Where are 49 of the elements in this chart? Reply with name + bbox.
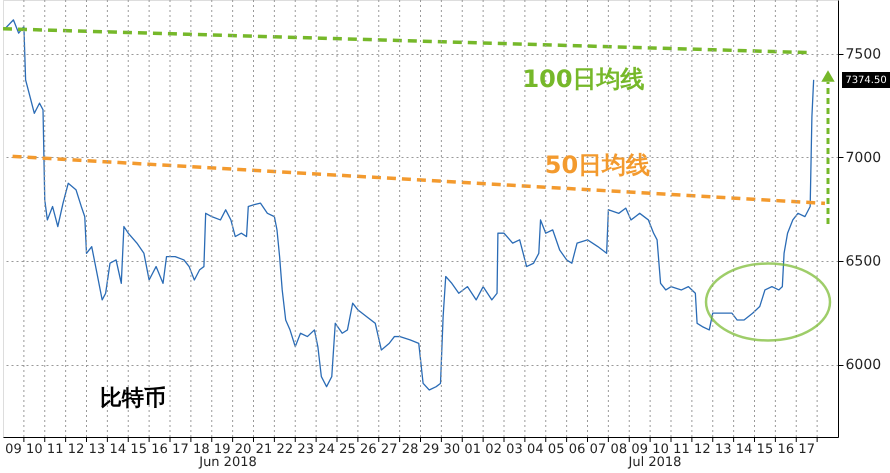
text: 7374.50 [845,75,887,86]
x-tick-label: 17 [798,442,815,457]
x-tick-label: 07 [590,442,606,457]
y-tick-label: 6500 [846,253,882,270]
x-tick-label: 25 [339,442,356,457]
x-tick-label: 27 [380,442,398,457]
x-tick-label: 13 [714,442,732,457]
x-tick-label: 20 [234,442,252,457]
text: Jun 2018 [198,455,257,470]
x-tick-label: 17 [172,442,189,457]
x-tick-label: 12 [68,442,84,457]
x-tick-label: 26 [360,442,377,457]
x-tick-label: 10 [652,442,669,457]
x-tick-label: 14 [736,442,752,457]
y-tick-label: 7000 [846,150,882,166]
x-tick-label: 21 [256,442,272,457]
x-tick-label: 09 [631,442,648,457]
x-tick-label: 29 [422,442,440,457]
x-tick-label: 16 [778,442,794,457]
x-tick-label: 10 [26,442,43,457]
x-tick-label: 24 [318,442,335,457]
series-label: 100日均线 [522,64,645,93]
x-tick-label: 15 [130,442,147,457]
y-tick-label: 6000 [846,357,882,374]
x-tick-label: 18 [193,442,210,457]
x-tick-label: 19 [214,442,230,457]
x-tick-label: 28 [402,442,418,457]
x-tick-label: 04 [527,442,544,457]
text: Jul 2018 [628,455,682,470]
x-tick-label: 11 [46,442,64,457]
x-tick-label: 23 [297,442,314,457]
series-label: 50日均线 [544,151,650,180]
x-tick-label: 16 [151,442,168,457]
x-tick-label: 15 [756,442,774,457]
x-tick-label: 05 [548,442,564,457]
y-tick-label: 7500 [846,46,882,62]
x-tick-label: 03 [506,442,523,457]
x-tick-label: 11 [673,442,690,457]
x-tick-label: 06 [568,442,586,457]
x-tick-label: 09 [5,442,22,457]
x-tick-label: 02 [485,442,502,457]
x-tick-label: 14 [110,442,126,457]
x-tick-label: 22 [276,442,294,457]
x-tick-label: 30 [444,442,460,457]
x-tick-label: 08 [610,442,628,457]
x-tick-label: 01 [464,442,481,457]
x-tick-label: 12 [694,442,711,457]
x-tick-label: 13 [88,442,106,457]
annotation: 比特币 [100,386,166,411]
